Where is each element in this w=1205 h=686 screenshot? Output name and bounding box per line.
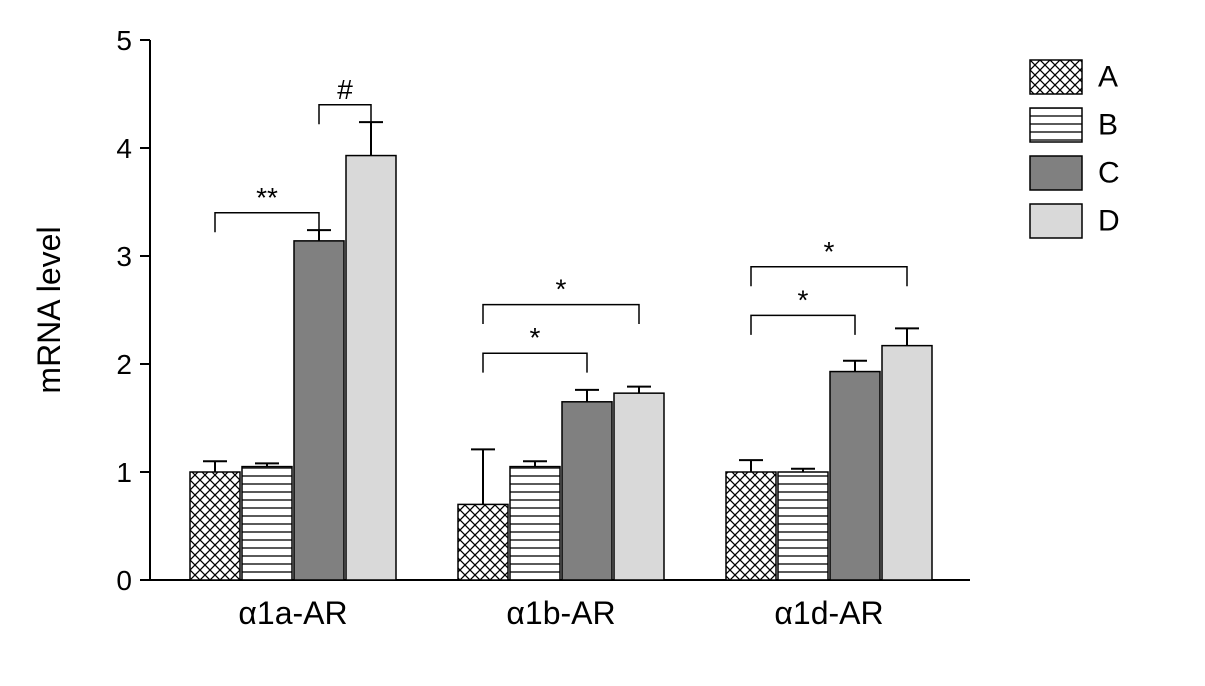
x-category-label: α1a-AR [238,595,347,631]
chart-svg: 012345mRNA levelα1a-ARα1b-ARα1d-AR**#***… [0,0,1205,686]
legend-label-C: C [1098,157,1120,190]
bar-α1b-AR-D [614,393,664,580]
y-tick-label: 3 [116,241,132,272]
bar-α1d-AR-A [726,472,776,580]
bar-α1d-AR-D [882,346,932,580]
y-tick-label: 0 [116,565,132,596]
significance-label: * [556,274,567,305]
legend-swatch-D [1030,204,1082,238]
significance-bracket [483,305,639,324]
y-tick-label: 4 [116,133,132,164]
bar-α1b-AR-A [458,504,508,580]
y-tick-label: 1 [116,457,132,488]
significance-label: # [337,74,353,105]
bar-α1d-AR-C [830,372,880,580]
bar-α1b-AR-B [510,467,560,580]
legend-swatch-C [1030,156,1082,190]
legend-swatch-B [1030,108,1082,142]
bar-α1d-AR-B [778,472,828,580]
legend-label-A: A [1098,61,1118,94]
significance-label: ** [256,182,278,213]
significance-bracket [483,353,587,372]
bar-α1b-AR-C [562,402,612,580]
bar-α1a-AR-D [346,156,396,580]
legend-label-B: B [1098,109,1118,142]
significance-bracket [215,213,319,232]
chart-container: 012345mRNA levelα1a-ARα1b-ARα1d-AR**#***… [0,0,1205,686]
significance-label: * [530,322,541,353]
y-tick-label: 5 [116,25,132,56]
bar-α1a-AR-A [190,472,240,580]
x-category-label: α1d-AR [774,595,883,631]
significance-bracket [751,267,907,286]
significance-bracket [751,315,855,334]
legend-swatch-A [1030,60,1082,94]
significance-label: * [798,284,809,315]
y-tick-label: 2 [116,349,132,380]
significance-label: * [824,236,835,267]
x-category-label: α1b-AR [506,595,615,631]
y-axis-label: mRNA level [31,226,67,393]
bar-α1a-AR-C [294,241,344,580]
bar-α1a-AR-B [242,467,292,580]
legend-label-D: D [1098,205,1120,238]
